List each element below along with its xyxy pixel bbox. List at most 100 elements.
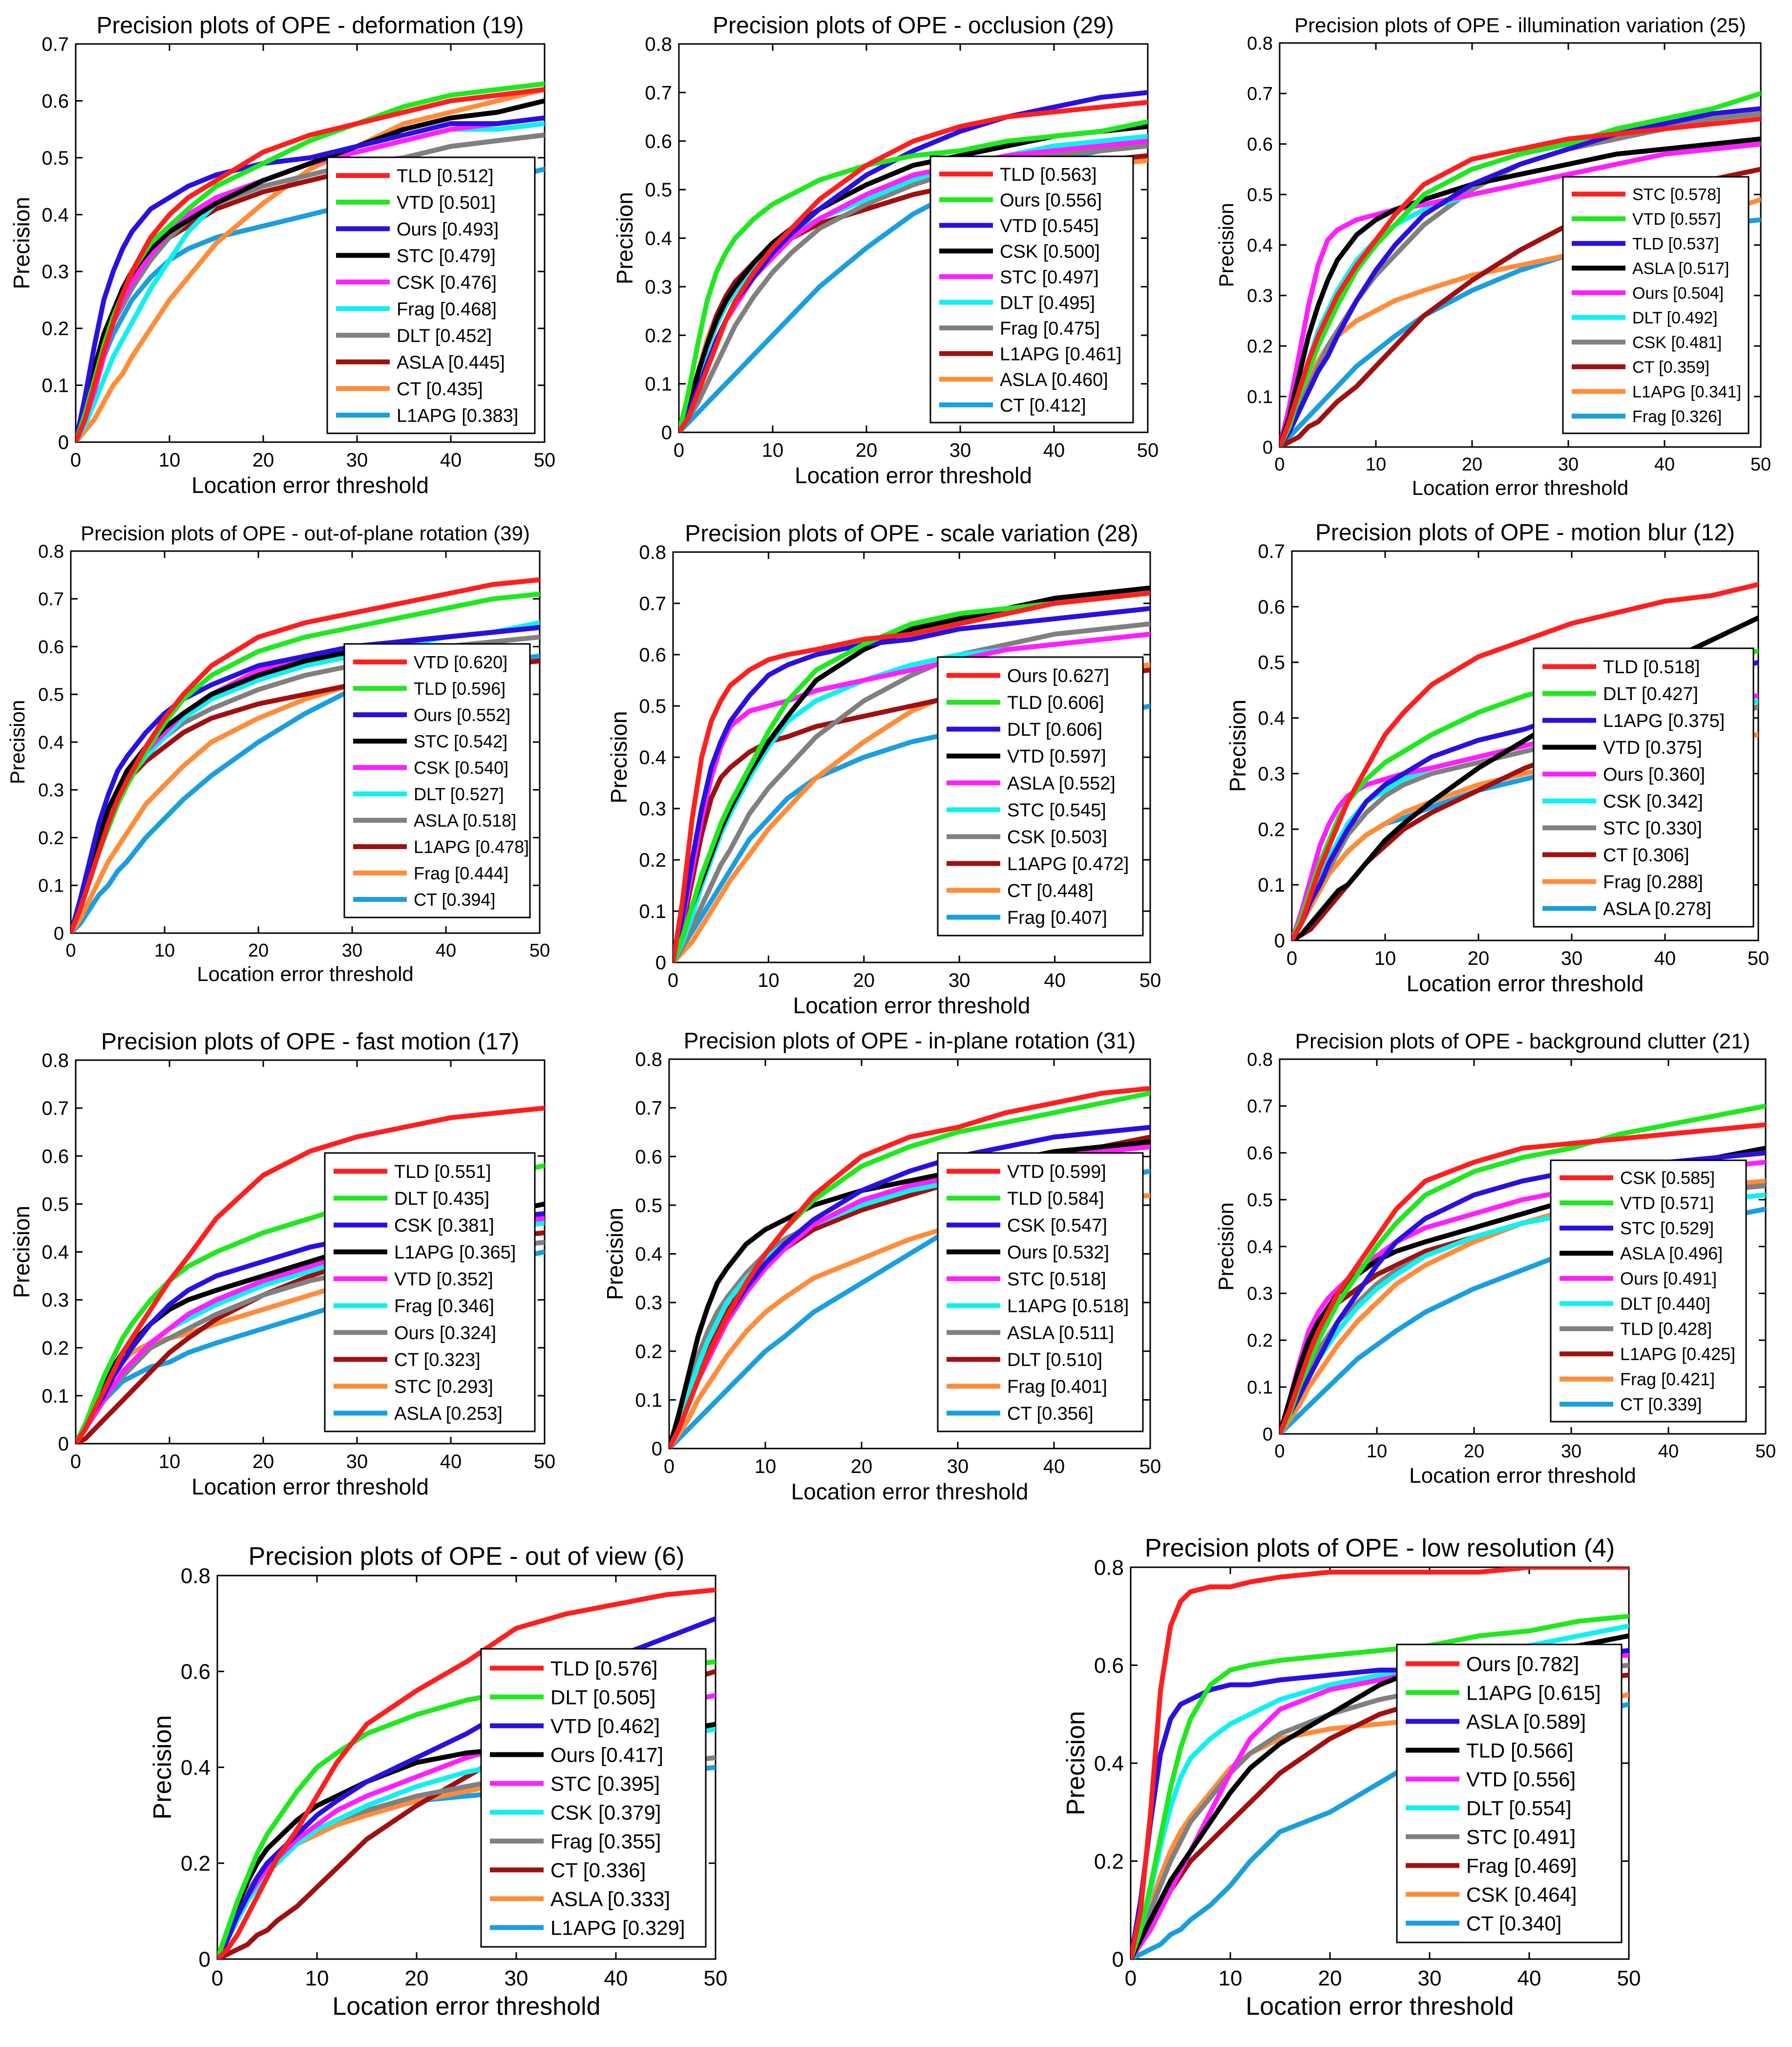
legend-entry: TLD [0.512] bbox=[397, 166, 494, 187]
y-tick-label: 0.4 bbox=[1258, 708, 1285, 729]
series-lines bbox=[76, 81, 545, 442]
legend: Ours [0.782] L1APG [0.615] ASLA [0.589] TLD… bbox=[1396, 1643, 1623, 1943]
legend-entry: ASLA [0.333] bbox=[550, 1888, 670, 1911]
x-tick-label: 40 bbox=[1654, 454, 1675, 475]
legend-entry: DLT [0.435] bbox=[394, 1189, 489, 1209]
legend-entry: CT [0.412] bbox=[1000, 395, 1086, 416]
series-line bbox=[1280, 136, 1761, 447]
series-line bbox=[673, 606, 1150, 962]
x-tick-label: 10 bbox=[762, 440, 784, 461]
y-tick-label: 0.2 bbox=[42, 318, 69, 340]
y-tick-label: 0.8 bbox=[1247, 33, 1273, 54]
legend-entry: CT [0.359] bbox=[1632, 358, 1709, 377]
x-tick-label: 40 bbox=[1658, 1441, 1679, 1462]
x-tick-label: 30 bbox=[1561, 948, 1583, 969]
legend-entry: VTD [0.462] bbox=[550, 1715, 660, 1738]
y-tick-label: 0.7 bbox=[1247, 1096, 1273, 1117]
legend-entry: Frag [0.444] bbox=[414, 863, 508, 883]
legend-entry: DLT [0.527] bbox=[414, 784, 504, 804]
series-line bbox=[673, 621, 1150, 962]
x-tick-label: 30 bbox=[949, 440, 971, 461]
y-tick-label: 0.1 bbox=[645, 374, 672, 395]
y-tick-label: 0.6 bbox=[645, 131, 672, 152]
chart-title: Precision plots of OPE - illumination va… bbox=[1294, 14, 1746, 37]
x-tick-label: 40 bbox=[440, 449, 462, 471]
y-tick-label: 0.4 bbox=[181, 1756, 211, 1780]
legend-entry: L1APG [0.341] bbox=[1632, 383, 1741, 401]
x-tick-label: 0 bbox=[668, 970, 678, 991]
legend-entry: Frag [0.468] bbox=[397, 299, 497, 320]
legend-entry: VTD [0.597] bbox=[1007, 746, 1106, 767]
y-tick-label: 0.5 bbox=[635, 1195, 662, 1216]
legend-entry: STC [0.497] bbox=[1000, 267, 1099, 288]
y-tick-label: 0.7 bbox=[635, 1098, 662, 1119]
y-tick-label: 0.5 bbox=[1258, 652, 1285, 674]
y-axis-label: Precision bbox=[6, 700, 29, 785]
legend-entry: TLD [0.584] bbox=[1007, 1189, 1104, 1209]
legend-entry: ASLA [0.517] bbox=[1632, 259, 1729, 278]
x-tick-label: 0 bbox=[70, 1451, 81, 1472]
y-tick-label: 0 bbox=[655, 952, 666, 974]
series-line bbox=[1292, 582, 1758, 940]
x-tick-label: 0 bbox=[1125, 1966, 1137, 1990]
x-tick-label: 50 bbox=[534, 449, 556, 471]
legend: CSK [0.585] VTD [0.571] STC [0.529] ASLA [0… bbox=[1550, 1159, 1747, 1423]
legend: Ours [0.627] TLD [0.606] DLT [0.606] VTD [0… bbox=[937, 656, 1144, 937]
legend-entry: STC [0.518] bbox=[1007, 1269, 1106, 1290]
legend-entry: CT [0.323] bbox=[394, 1350, 481, 1370]
y-tick-label: 0.1 bbox=[38, 876, 64, 896]
x-tick-label: 10 bbox=[755, 1456, 777, 1477]
legend-entry: Ours [0.324] bbox=[394, 1323, 496, 1343]
y-tick-label: 0 bbox=[199, 1947, 211, 1971]
legend-entry: Frag [0.355] bbox=[550, 1830, 661, 1853]
chart-panel: Precision plots of OPE - deformation (19… bbox=[9, 13, 555, 498]
x-tick-label: 0 bbox=[1274, 1441, 1285, 1462]
legend: TLD [0.512] VTD [0.501] Ours [0.493] STC [0… bbox=[326, 156, 536, 434]
x-tick-label: 20 bbox=[856, 440, 878, 461]
y-tick-label: 0.4 bbox=[1247, 235, 1273, 256]
y-tick-label: 0.1 bbox=[1247, 1377, 1273, 1398]
legend-entry: DLT [0.510] bbox=[1007, 1350, 1102, 1370]
x-tick-label: 20 bbox=[253, 1451, 274, 1472]
legend-entry: L1APG [0.329] bbox=[550, 1917, 685, 1940]
y-tick-label: 0.5 bbox=[42, 148, 69, 169]
x-tick-label: 40 bbox=[1518, 1966, 1541, 1990]
legend-entry: STC [0.578] bbox=[1632, 185, 1721, 204]
y-tick-label: 0.4 bbox=[1247, 1237, 1273, 1258]
y-tick-label: 0.6 bbox=[1258, 597, 1285, 618]
y-axis-label: Precision bbox=[1062, 1711, 1090, 1815]
y-tick-label: 0.5 bbox=[1247, 1190, 1273, 1211]
chart-panel: Precision plots of OPE - background clut… bbox=[1214, 1029, 1776, 1488]
x-tick-label: 50 bbox=[1137, 440, 1159, 461]
legend: TLD [0.551] DLT [0.435] CSK [0.381] L1APG [… bbox=[324, 1152, 536, 1432]
y-tick-label: 0.4 bbox=[635, 1244, 662, 1265]
y-tick-label: 0.5 bbox=[1247, 185, 1273, 205]
chart-panel: Precision plots of OPE - motion blur (12… bbox=[1225, 520, 1769, 996]
series-line bbox=[669, 1086, 1150, 1449]
y-tick-label: 0.8 bbox=[181, 1564, 211, 1588]
legend: TLD [0.518] DLT [0.427] L1APG [0.375] VTD [… bbox=[1533, 647, 1754, 928]
y-tick-label: 0 bbox=[1274, 930, 1285, 952]
x-tick-label: 50 bbox=[1139, 1456, 1161, 1477]
y-tick-label: 0 bbox=[58, 432, 69, 453]
x-tick-label: 50 bbox=[1617, 1966, 1641, 1990]
legend: TLD [0.576] DLT [0.505] VTD [0.462] Ours [0… bbox=[480, 1648, 707, 1948]
chart-title: Precision plots of OPE - low resolution … bbox=[1145, 1534, 1615, 1562]
legend-entry: TLD [0.428] bbox=[1620, 1319, 1712, 1339]
y-axis-label: Precision bbox=[9, 197, 34, 289]
series-line bbox=[1280, 91, 1761, 447]
series-line bbox=[76, 1106, 545, 1444]
chart-title: Precision plots of OPE - background clut… bbox=[1295, 1029, 1750, 1053]
legend-entry: ASLA [0.589] bbox=[1466, 1710, 1586, 1733]
y-tick-label: 0.1 bbox=[42, 375, 69, 397]
y-tick-label: 0.1 bbox=[42, 1386, 69, 1407]
series-line bbox=[1280, 1103, 1766, 1434]
chart-panel: Precision plots of OPE - occlusion (29) 0… bbox=[612, 13, 1159, 488]
x-tick-label: 10 bbox=[159, 449, 181, 471]
x-tick-label: 0 bbox=[1286, 948, 1297, 969]
x-tick-label: 0 bbox=[1274, 454, 1285, 475]
y-tick-label: 0.1 bbox=[1247, 387, 1273, 407]
y-tick-label: 0.2 bbox=[42, 1338, 69, 1359]
series-line bbox=[1280, 1122, 1766, 1434]
y-tick-label: 0.4 bbox=[42, 204, 69, 226]
